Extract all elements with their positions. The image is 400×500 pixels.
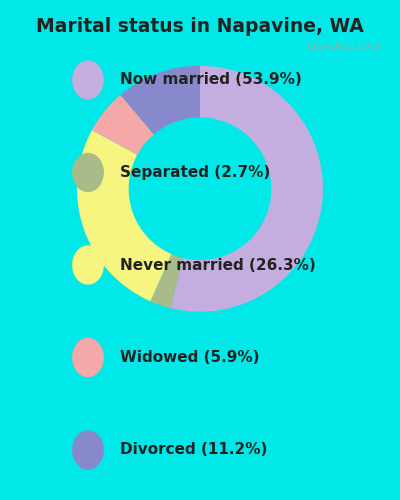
Text: City-Data.com: City-Data.com: [306, 42, 380, 51]
Wedge shape: [92, 95, 154, 155]
Text: Marital status in Napavine, WA: Marital status in Napavine, WA: [36, 18, 364, 36]
Text: Separated (2.7%): Separated (2.7%): [120, 165, 270, 180]
Text: Divorced (11.2%): Divorced (11.2%): [120, 442, 267, 458]
Wedge shape: [77, 130, 171, 302]
Wedge shape: [170, 66, 323, 312]
Wedge shape: [150, 254, 183, 308]
Wedge shape: [120, 66, 200, 134]
Text: Now married (53.9%): Now married (53.9%): [120, 72, 302, 88]
Text: Widowed (5.9%): Widowed (5.9%): [120, 350, 260, 365]
Text: Never married (26.3%): Never married (26.3%): [120, 258, 316, 272]
